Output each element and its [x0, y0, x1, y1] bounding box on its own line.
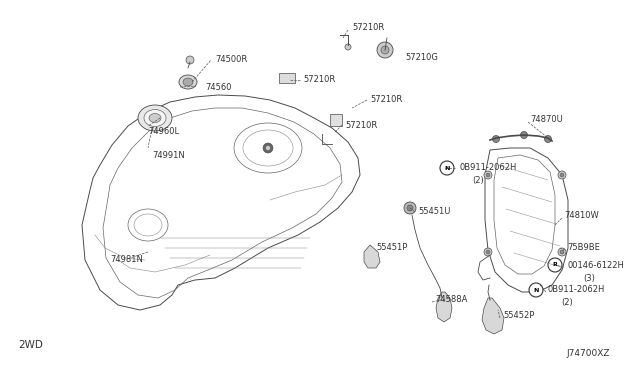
Text: 57210R: 57210R	[345, 121, 377, 129]
Circle shape	[558, 171, 566, 179]
Text: 74588A: 74588A	[435, 295, 467, 305]
Text: 2WD: 2WD	[18, 340, 43, 350]
Ellipse shape	[144, 109, 166, 126]
Circle shape	[486, 250, 490, 254]
Text: N: N	[533, 288, 539, 292]
Text: 55451P: 55451P	[376, 244, 408, 253]
Ellipse shape	[138, 105, 172, 131]
Circle shape	[558, 248, 566, 256]
Circle shape	[520, 131, 527, 138]
Circle shape	[545, 135, 552, 142]
Ellipse shape	[149, 113, 161, 122]
Text: 74991N: 74991N	[152, 151, 185, 160]
Text: 55452P: 55452P	[503, 311, 534, 321]
Text: 74560: 74560	[205, 83, 232, 92]
Circle shape	[266, 145, 271, 151]
Text: 74870U: 74870U	[530, 115, 563, 125]
Ellipse shape	[183, 78, 193, 86]
Text: (3): (3)	[583, 273, 595, 282]
Text: 74500R: 74500R	[215, 55, 247, 64]
Text: 74960L: 74960L	[148, 128, 179, 137]
Circle shape	[381, 46, 389, 54]
Circle shape	[529, 283, 543, 297]
Circle shape	[440, 161, 454, 175]
Text: 57210R: 57210R	[352, 23, 384, 32]
FancyBboxPatch shape	[279, 73, 295, 83]
Circle shape	[560, 250, 564, 254]
Polygon shape	[436, 292, 452, 322]
Circle shape	[345, 44, 351, 50]
Text: N: N	[444, 166, 450, 170]
Circle shape	[377, 42, 393, 58]
Text: 57210R: 57210R	[303, 76, 335, 84]
Text: (2): (2)	[561, 298, 573, 308]
Circle shape	[493, 135, 499, 142]
Circle shape	[486, 173, 490, 177]
Text: 57210R: 57210R	[370, 96, 403, 105]
Polygon shape	[364, 245, 380, 268]
Text: 0B911-2062H: 0B911-2062H	[460, 164, 517, 173]
Circle shape	[484, 248, 492, 256]
Text: 00146-6122H: 00146-6122H	[567, 260, 624, 269]
Text: 74981N: 74981N	[110, 256, 143, 264]
Circle shape	[484, 171, 492, 179]
Text: J74700XZ: J74700XZ	[566, 349, 609, 357]
Circle shape	[560, 173, 564, 177]
Text: R: R	[552, 263, 557, 267]
Text: 74810W: 74810W	[564, 211, 599, 219]
Circle shape	[404, 202, 416, 214]
Text: (2): (2)	[472, 176, 484, 186]
Circle shape	[548, 258, 562, 272]
Circle shape	[407, 205, 413, 211]
Polygon shape	[482, 298, 504, 334]
Circle shape	[186, 56, 194, 64]
Circle shape	[263, 143, 273, 153]
FancyBboxPatch shape	[330, 114, 342, 126]
Text: 55451U: 55451U	[418, 206, 451, 215]
Ellipse shape	[179, 75, 197, 89]
Text: 57210G: 57210G	[405, 52, 438, 61]
Text: 75B9BE: 75B9BE	[567, 244, 600, 253]
Text: 0B911-2062H: 0B911-2062H	[548, 285, 605, 295]
